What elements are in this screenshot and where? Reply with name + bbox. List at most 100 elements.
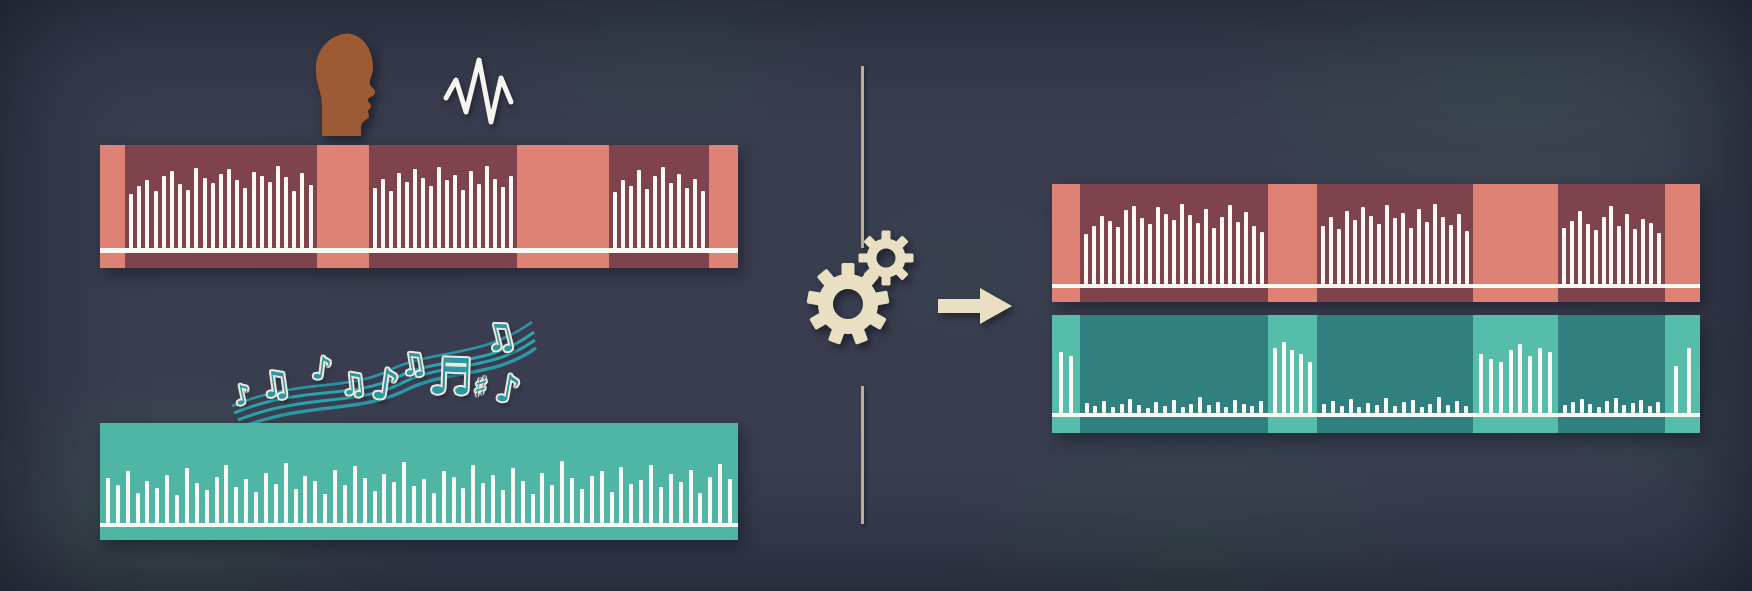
waveform-bar [412,486,416,523]
waveform-bar [251,171,256,248]
waveform-bar [1241,404,1246,413]
note-glyph: ♬ [427,347,474,407]
waveform-bar [1224,407,1229,413]
waveform-segment-silence [1665,184,1700,302]
waveform-bar [352,466,357,523]
waveform-bar [1498,362,1503,413]
track-music-input [100,423,738,540]
waveform-bar [485,165,489,248]
waveform-bar [619,467,624,523]
waveform-bar [678,482,683,523]
waveform-bar [1488,359,1493,413]
gears-icon [806,230,914,345]
waveform-bar [1401,402,1406,413]
waveform-bar [1478,354,1483,413]
waveform-bar [267,182,272,248]
waveform-bar [668,474,673,523]
waveform-bar [453,174,457,248]
waveform-bar [609,492,614,523]
waveform-bar [1569,221,1574,284]
waveform-bar [1375,405,1380,413]
waveform-bar [165,475,170,523]
waveform-bar [1084,403,1089,413]
waveform-bar [688,470,693,523]
waveform-bar [1156,207,1160,284]
waveform-bar [570,478,574,523]
waveform-segment-silence [100,145,125,268]
waveform-bar [1571,402,1576,413]
waveform-bar [135,493,140,523]
waveform-bar [1145,408,1150,413]
waveform-bar [1100,216,1104,284]
waveform-bar [540,473,545,523]
waveform-bar [1337,229,1341,284]
waveform-bar [234,487,239,523]
waveform-bar [381,179,385,248]
waveform-bar [382,474,387,523]
waveform-bar [1172,220,1176,284]
waveform-bar [184,468,189,523]
waveform-bar [1674,365,1678,413]
waveform-baseline [1052,413,1700,417]
note-glyph: ♫ [257,363,294,407]
waveform-baseline [100,523,738,527]
waveform-segment-active [369,145,517,268]
waveform-bar [637,169,641,248]
waveform-bar [441,471,446,523]
waveform-bar [1425,222,1429,284]
note-glyph: ♫ [338,365,369,404]
waveform-bar [1377,224,1381,284]
waveform-segment-active [1080,184,1268,302]
waveform-bar [1196,223,1200,284]
waveform-bar [129,194,134,248]
waveform-bar [1260,232,1264,284]
waveform-bar [202,177,207,248]
waveform-bar [1596,407,1601,413]
large-gear [806,263,890,345]
waveform-bar [1617,226,1622,284]
waveform-bar [243,188,248,248]
waveform-bar [421,177,425,248]
waveform-bar [1428,404,1433,413]
divider-line-bottom [861,386,864,524]
music-notes-icon: ♪ ♫ ♪ ♫ ♪ ♫ ♬ ♯ ♫ ♪ [231,312,537,442]
waveform-bar [342,485,347,523]
waveform-bar [153,191,158,248]
waveform-bar [1457,214,1461,284]
waveform-bar [461,488,466,523]
waveform-bar [1613,398,1618,413]
waveform-bar [224,465,229,523]
waveform-baseline [100,248,738,253]
track-speech-input [100,145,738,268]
waveform-bar [1401,213,1405,284]
waveform-bar [1361,207,1365,284]
waveform-bar [145,481,150,523]
waveform-bar [1281,342,1286,413]
waveform-bar [1419,407,1424,413]
waveform-bar [1518,344,1523,413]
waveform-bar [649,465,653,523]
waveform-bar [1393,218,1397,284]
waveform-bar [308,185,313,248]
waveform-bar [1290,350,1295,413]
waveform-bar [204,490,209,523]
waveform-segment-silence [1268,184,1317,302]
waveform-bar [1299,354,1304,413]
waveform-bar [520,481,525,523]
waveform-bar [1259,401,1264,413]
note-glyph: ♪ [368,358,403,411]
waveform-bar [1198,397,1203,413]
waveform-bar [1446,405,1451,413]
waveform-bar [413,168,417,248]
waveform-bar [1647,406,1652,413]
waveform-bar [333,470,337,523]
waveform-bar [1140,218,1144,284]
waveform-bar [481,483,486,523]
waveform-bar [392,482,397,523]
waveform-bar [1220,217,1224,284]
waveform-bar [218,173,223,248]
waveform-bar [235,180,240,248]
waveform-bar [1188,215,1192,284]
waveform-bar [1548,352,1552,413]
waveform-bar [500,490,505,523]
